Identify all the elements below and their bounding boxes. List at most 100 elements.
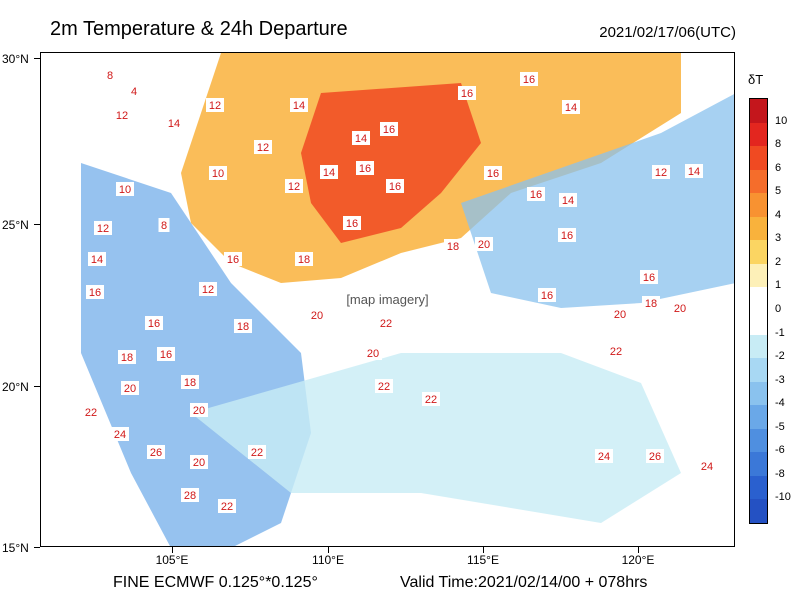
contour-label: 16 — [383, 124, 395, 136]
lat-tick — [34, 58, 40, 59]
contour-label: 20 — [193, 457, 205, 469]
contour-label: 28 — [184, 490, 196, 502]
contour-label-bg — [356, 161, 374, 175]
contour-label: 12 — [288, 181, 300, 193]
contour-label-bg — [157, 347, 175, 361]
contour-label: 20 — [367, 348, 379, 360]
contour-label-bg — [671, 301, 689, 315]
contour-label-bg — [145, 316, 163, 330]
contour-label-bg — [343, 216, 361, 230]
colorbar-segment — [750, 169, 767, 194]
contour-label: 10 — [119, 184, 131, 196]
colorbar-label: -5 — [775, 420, 785, 433]
contour-label: 18 — [237, 321, 249, 333]
contour-label: 4 — [131, 86, 137, 98]
field-cool-east — [461, 94, 734, 308]
contour-label: 22 — [85, 407, 97, 419]
contour-label-bg — [558, 228, 576, 242]
lon-label-120e: 120°E — [621, 553, 655, 567]
contour-label-bg — [475, 237, 493, 251]
contour-label: 16 — [89, 287, 101, 299]
contour-label: 16 — [561, 230, 573, 242]
contour-label-bg — [86, 285, 104, 299]
contour-label: 18 — [121, 352, 133, 364]
colorbar-segment — [750, 287, 767, 312]
contour-label-bg — [640, 270, 658, 284]
contour-label-bg — [607, 344, 625, 358]
lat-label-25n: 25°N — [2, 218, 29, 232]
contour-label: 16 — [148, 318, 160, 330]
contour-label-bg — [158, 218, 170, 232]
contour-label-bg — [422, 392, 440, 406]
contour-label-bg — [190, 455, 208, 469]
contour-label-bg — [199, 282, 217, 296]
contour-label-bg — [646, 449, 664, 463]
contour-label-bg — [248, 445, 266, 459]
contour-label: 24 — [114, 429, 126, 441]
contour-label: 14 — [355, 133, 367, 145]
colorbar-segment — [750, 122, 767, 147]
colorbar-segment — [750, 499, 767, 524]
contour-label: 20 — [193, 405, 205, 417]
timestamp: 2021/02/17/06(UTC) — [599, 24, 736, 41]
contour-label: 18 — [645, 298, 657, 310]
contour-label-bg — [218, 499, 236, 513]
contour-label: 14 — [168, 118, 180, 130]
contour-label-bg — [320, 165, 338, 179]
colorbar-label: -1 — [775, 326, 785, 339]
contour-label: 12 — [97, 223, 109, 235]
contour-label: 26 — [649, 451, 661, 463]
colorbar-label: 2 — [775, 255, 782, 268]
contour-label-bg — [121, 381, 139, 395]
valid-time-label: Valid Time:2021/02/14/00 + 078hrs — [400, 574, 648, 591]
colorbar — [749, 98, 768, 524]
contour-label-bg — [295, 252, 313, 266]
contour-label-bg — [94, 221, 112, 235]
colorbar-label: 4 — [775, 208, 782, 221]
contour-label-bg — [611, 307, 629, 321]
contour-label: 22 — [378, 381, 390, 393]
contour-label: 16 — [227, 254, 239, 266]
contour-label-bg — [290, 98, 308, 112]
colorbar-label: 8 — [775, 138, 782, 151]
colorbar-segment — [750, 216, 767, 241]
contour-label: 12 — [257, 142, 269, 154]
model-label: FINE ECMWF 0.125°*0.125° — [113, 574, 318, 591]
contour-label: 20 — [674, 303, 686, 315]
colorbar-segment — [750, 452, 767, 477]
contour-label-layer: 4 8 12 12 14 14 16 16 14 16 14 12 16 14 16 12 10 10 8 16 16 1… — [82, 68, 716, 513]
contour-label-bg — [559, 193, 577, 207]
colorbar-label: -6 — [775, 444, 785, 457]
contour-label-bg — [386, 179, 404, 193]
colorbar-label: -10 — [775, 491, 791, 504]
contour-label-bg — [82, 405, 100, 419]
contour-label: 10 — [212, 168, 224, 180]
contour-label-bg — [181, 488, 199, 502]
colorbar-label: 5 — [775, 185, 782, 198]
lat-label-30n: 30°N — [2, 52, 29, 66]
contour-label-bg — [375, 379, 393, 393]
contour-label: 24 — [598, 451, 610, 463]
contour-label: 22 — [251, 447, 263, 459]
contour-label-bg — [111, 427, 129, 441]
lat-label-15n: 15°N — [2, 541, 29, 555]
contour-label: 12 — [655, 167, 667, 179]
contour-label: 22 — [425, 394, 437, 406]
contour-label: 20 — [124, 383, 136, 395]
contour-label: 16 — [359, 163, 371, 175]
lon-label-115e: 115°E — [467, 553, 499, 567]
contour-label: 24 — [701, 461, 713, 473]
colorbar-segment — [750, 358, 767, 383]
contour-label-bg — [698, 459, 716, 473]
colorbar-segment — [750, 311, 767, 336]
contour-label-bg — [128, 84, 140, 98]
contour-label-bg — [147, 445, 165, 459]
lon-tick — [483, 547, 484, 553]
colorbar-segment — [750, 263, 767, 288]
contour-label-bg — [254, 140, 272, 154]
lat-label-20n: 20°N — [2, 380, 29, 394]
lon-tick — [638, 547, 639, 553]
contour-label: 12 — [209, 100, 221, 112]
colorbar-label: 1 — [775, 279, 782, 292]
contour-label-bg — [520, 72, 538, 86]
